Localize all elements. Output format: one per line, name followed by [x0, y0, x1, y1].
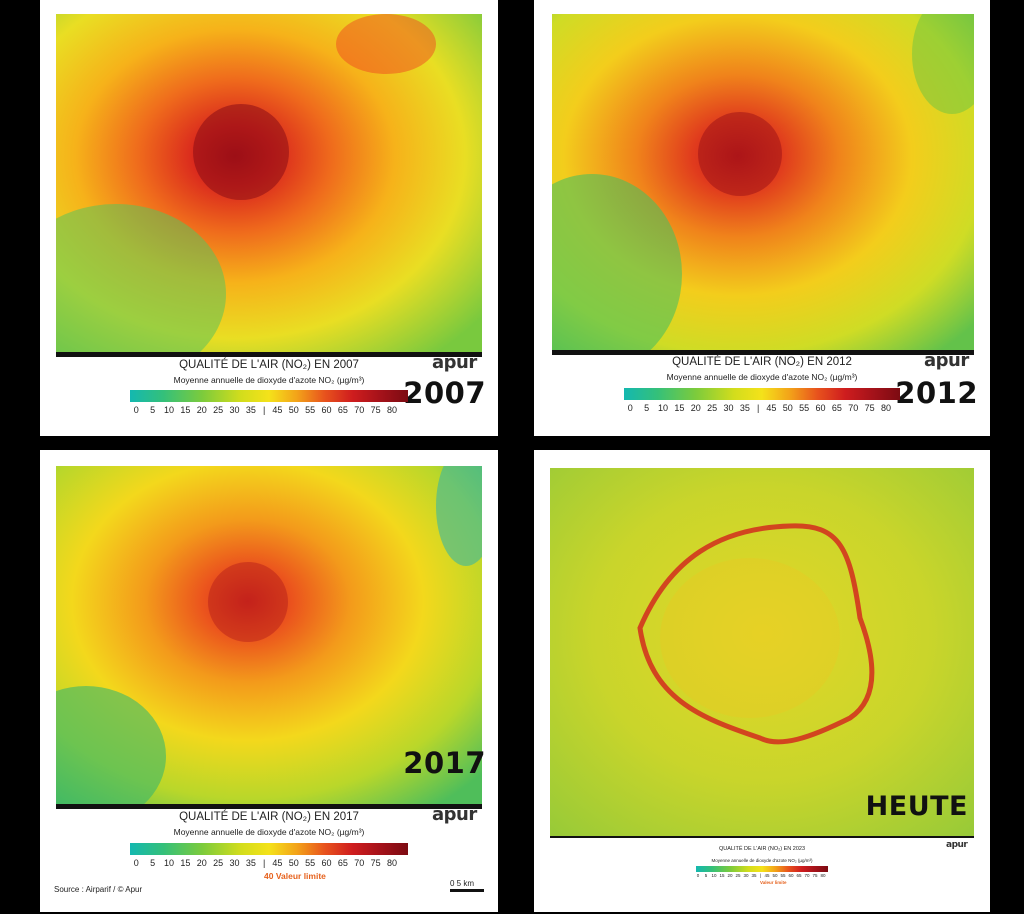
year-label: 2017	[403, 746, 486, 780]
map-panel-2012: 2012 QUALITÉ DE L'AIR (NO₂) EN 2012 Moye…	[534, 0, 990, 436]
divider	[552, 350, 974, 355]
divider	[56, 352, 482, 357]
map-panel-2017: 2017 QUALITÉ DE L'AIR (NO₂) EN 2017 Moye…	[40, 450, 498, 912]
source-credit: Source : Airparif / © Apur	[54, 885, 143, 894]
map-title: QUALITÉ DE L'AIR (NO₂) EN 2012	[672, 356, 852, 368]
legend-ticks: 0 5 10 15 20 25 30 35 | 45 50 55 60 65 70 75 80	[133, 405, 398, 415]
year-label: HEUTE	[865, 791, 968, 822]
divider	[56, 804, 482, 809]
map-panel-heute: HEUTE QUALITÉ DE L'AIR (NO₂) EN 2023 Moy…	[534, 450, 990, 912]
map-subtitle: Moyenne annuelle de dioxyde d'azote NO₂ …	[173, 827, 365, 837]
scale-bar: 0 5 km	[450, 879, 484, 892]
divider	[550, 836, 974, 838]
legend-ticks: 0 5 10 15 20 25 30 35 | 45 50 55 60 65 70 75 80	[627, 403, 892, 413]
apur-logo: apur	[432, 352, 477, 373]
year-label: 2007	[403, 376, 486, 410]
map-title: QUALITÉ DE L'AIR (NO₂) EN 2007	[179, 359, 359, 371]
map-title: QUALITÉ DE L'AIR (NO₂) EN 2017	[179, 811, 359, 823]
year-label: 2012	[895, 376, 978, 410]
legend-color-bar	[130, 390, 408, 402]
no2-map-2012	[552, 14, 974, 352]
map-subtitle: Moyenne annuelle de dioxyde d'azote NO₂ …	[711, 858, 813, 863]
apur-logo: apur	[946, 840, 968, 850]
legend-ticks: 0 5 10 15 20 25 30 35 | 45 50 55 60 65 70 75 80	[133, 858, 398, 868]
map-panel-2007: 2007 QUALITÉ DE L'AIR (NO₂) EN 2007 Moye…	[40, 0, 498, 436]
legend-color-bar	[624, 388, 900, 400]
map-subtitle: Moyenne annuelle de dioxyde d'azote NO₂ …	[666, 372, 858, 382]
apur-logo: apur	[432, 804, 477, 825]
no2-map-heute	[550, 468, 974, 836]
corner-icon	[942, 898, 964, 912]
legend-color-bar	[696, 866, 828, 872]
limit-value-label: Valeur limite	[760, 880, 787, 885]
legend-color-bar	[130, 843, 408, 855]
apur-logo: apur	[924, 350, 969, 371]
legend-ticks: 0 5 10 15 20 25 30 35 | 45 50 55 60 65 70 75 80	[696, 873, 826, 878]
map-title: QUALITÉ DE L'AIR (NO₂) EN 2023	[718, 846, 805, 852]
limit-value-label: 40 Valeur limite	[264, 871, 326, 881]
no2-map-2017	[56, 466, 482, 804]
no2-map-2007	[56, 14, 482, 352]
map-subtitle: Moyenne annuelle de dioxyde d'azote NO₂ …	[173, 375, 365, 385]
